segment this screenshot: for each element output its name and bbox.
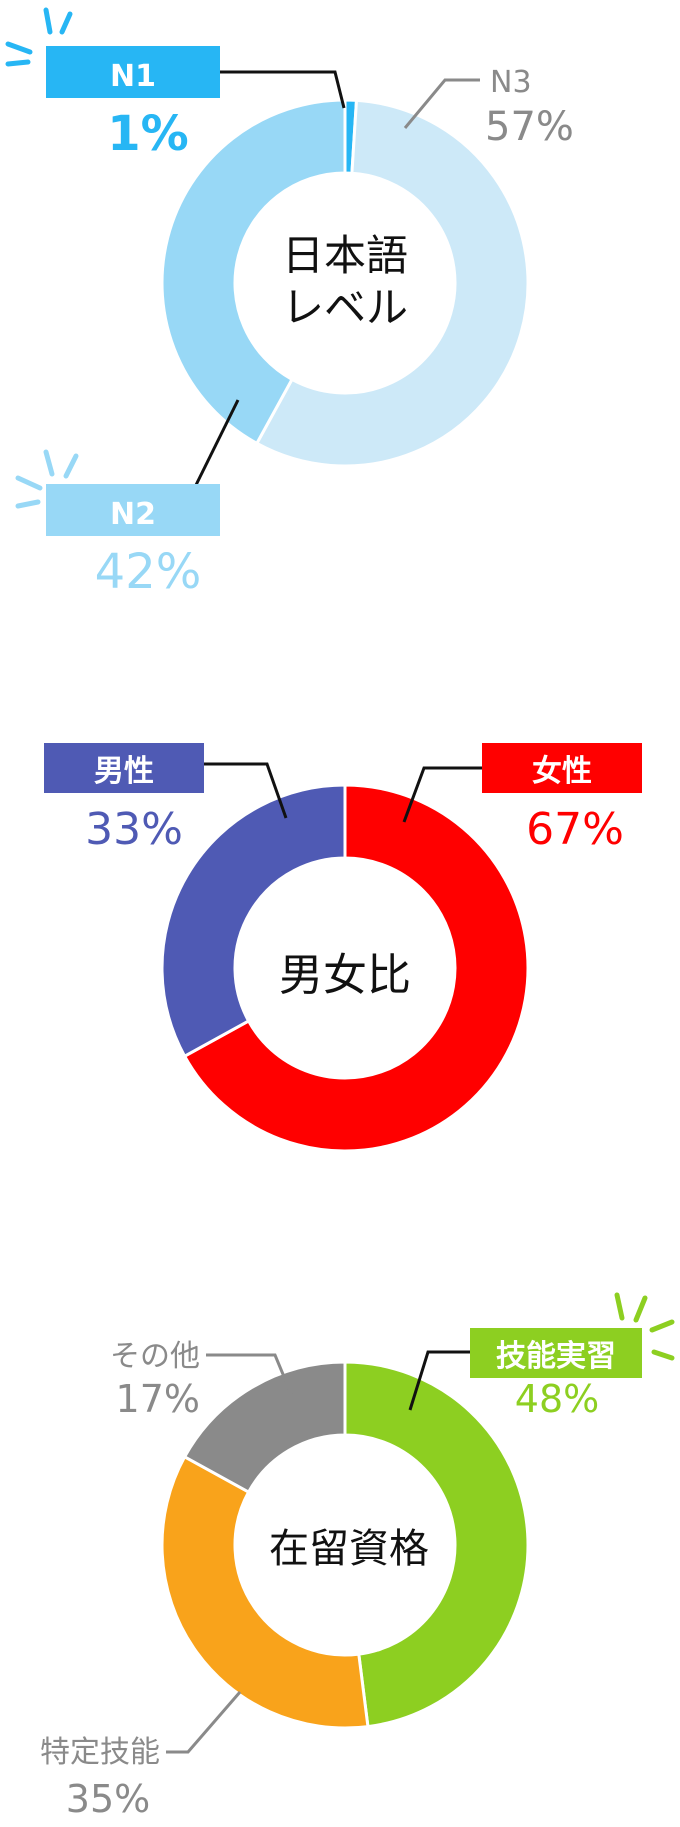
legend-swatch-n1 <box>46 46 220 98</box>
slice-value-female: 67% <box>526 804 624 855</box>
sparkle-icon <box>15 449 79 509</box>
slice-value-n3: 57% <box>485 104 574 150</box>
slice-value-male: 33% <box>85 804 183 855</box>
donut-slice-n3 <box>254 98 530 468</box>
slice-value-other: 17% <box>116 1377 200 1421</box>
slice-value-technical-intern: 48% <box>515 1377 599 1421</box>
center-label: 男女比 <box>279 950 411 1001</box>
sparkle-icon <box>614 1292 675 1361</box>
leader-line-n1 <box>220 70 346 109</box>
legend-swatch-n2 <box>46 484 220 536</box>
japanese-level-chart: 日本語 レベル N1 1% N3 57% <box>5 7 574 600</box>
callout-n2: N2 42% <box>15 399 240 600</box>
donut-slice-specified-skilled <box>160 1454 370 1730</box>
leader-line-male <box>204 762 288 819</box>
slice-value-specified-skilled: 35% <box>66 1777 150 1821</box>
center-line-1: 日本語 <box>282 231 408 280</box>
gender-ratio-chart: 男女比 男性 33% 女性 67% <box>44 743 642 1153</box>
slice-label-specified-skilled: 特定技能 <box>40 1735 160 1770</box>
slice-label-technical-intern: 技能実習 <box>496 1339 616 1374</box>
slice-label-n1: N1 <box>110 59 156 94</box>
slice-label-n2: N2 <box>110 497 156 532</box>
legend-swatch-technical-intern <box>470 1328 642 1378</box>
leader-line-female <box>402 766 482 823</box>
callout-female: 女性 67% <box>402 743 642 855</box>
donut-slice-female <box>182 783 530 1153</box>
callout-n3: N3 57% <box>403 65 574 150</box>
leader-line-other <box>206 1353 294 1397</box>
slice-label-male: 男性 <box>94 754 154 789</box>
legend-swatch-female <box>482 743 642 793</box>
callout-specified-skilled: 特定技能 35% <box>40 1691 242 1821</box>
donut-slice-other <box>182 1360 347 1495</box>
center-line-2: レベル <box>282 283 408 332</box>
center-label: 在留資格 <box>269 1526 429 1572</box>
callout-n1: N1 1% <box>5 7 346 162</box>
slice-label-n3: N3 <box>490 65 532 100</box>
donut-slice-male <box>160 783 347 1059</box>
leader-line-technical-intern <box>408 1350 470 1411</box>
leader-line-n2 <box>194 399 240 486</box>
slice-value-n2: 42% <box>95 544 202 600</box>
donut-slice-n2 <box>160 98 347 446</box>
sparkle-icon <box>5 7 73 67</box>
callout-other: その他 17% <box>110 1339 294 1421</box>
center-label: 日本語 レベル <box>282 231 408 332</box>
residence-status-chart: 在留資格 技能実習 48% その他 17% 特定技能 35% <box>40 1292 675 1821</box>
leader-line-specified-skilled <box>166 1691 242 1754</box>
slice-value-n1: 1% <box>107 106 189 162</box>
leader-line-n3 <box>403 78 480 129</box>
slice-label-female: 女性 <box>532 754 592 789</box>
callout-technical-intern: 技能実習 48% <box>408 1292 675 1421</box>
donut-slice-technical-intern <box>343 1360 530 1729</box>
legend-swatch-male <box>44 743 204 793</box>
slice-label-other: その他 <box>110 1339 200 1374</box>
callout-male: 男性 33% <box>44 743 288 855</box>
